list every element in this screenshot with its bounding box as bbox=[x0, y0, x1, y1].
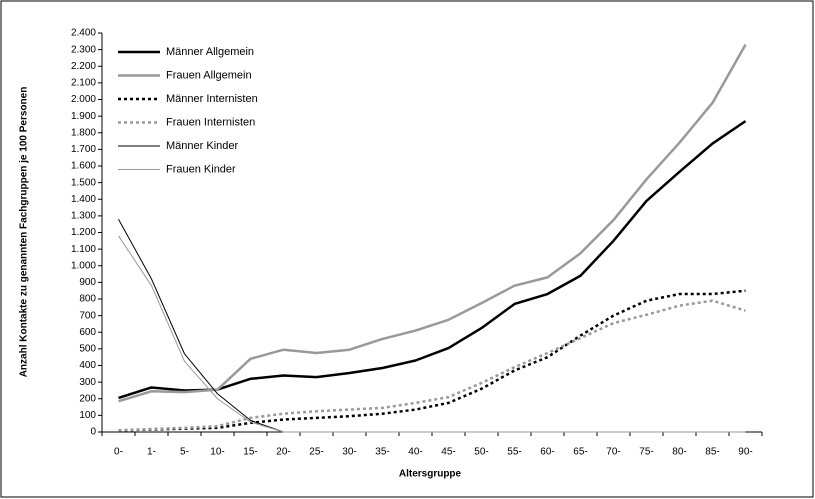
y-tick-label: 1.000 bbox=[71, 260, 96, 271]
x-tick-label: 35- bbox=[375, 447, 389, 458]
y-tick-label: 2.000 bbox=[71, 94, 96, 105]
y-tick-label: 2.300 bbox=[71, 44, 96, 55]
y-tick-label: 1.600 bbox=[71, 161, 96, 172]
x-tick-label: 15- bbox=[243, 447, 257, 458]
x-tick-label: 55- bbox=[507, 447, 521, 458]
legend-label: Männer Internisten bbox=[166, 93, 258, 105]
x-tick-label: 45- bbox=[441, 447, 455, 458]
y-tick-label: 100 bbox=[79, 410, 96, 421]
x-tick-label: 1- bbox=[147, 447, 156, 458]
x-tick-label: 60- bbox=[540, 447, 554, 458]
x-tick-label: 40- bbox=[408, 447, 422, 458]
y-tick-label: 2.400 bbox=[71, 28, 96, 39]
y-tick-label: 1.200 bbox=[71, 227, 96, 238]
y-tick-label: 400 bbox=[79, 360, 96, 371]
y-axis-title: Anzahl Kontakte zu genannten Fachgruppen… bbox=[19, 87, 30, 378]
y-tick-label: 1.700 bbox=[71, 144, 96, 155]
series-line bbox=[118, 44, 747, 403]
x-tick-label: 65- bbox=[573, 447, 587, 458]
legend-label: Männer Allgemein bbox=[166, 46, 254, 58]
x-tick-label: 80- bbox=[672, 447, 686, 458]
x-tick-label: 25- bbox=[309, 447, 323, 458]
series-line bbox=[118, 235, 746, 433]
x-tick-label: 90- bbox=[738, 447, 752, 458]
y-tick-label: 1.100 bbox=[71, 244, 96, 255]
x-tick-label: 75- bbox=[639, 447, 653, 458]
x-tick-label: 30- bbox=[342, 447, 356, 458]
y-tick-label: 2.200 bbox=[71, 61, 96, 72]
x-tick-label: 10- bbox=[210, 447, 224, 458]
y-tick-label: 800 bbox=[79, 294, 96, 305]
y-tick-label: 200 bbox=[79, 393, 96, 404]
y-tick-label: 600 bbox=[79, 327, 96, 338]
y-tick-label: 300 bbox=[79, 377, 96, 388]
legend-label: Frauen Allgemein bbox=[166, 69, 252, 81]
series-line bbox=[118, 299, 746, 432]
series-line bbox=[118, 289, 746, 432]
x-tick-label: 0- bbox=[114, 447, 123, 458]
y-tick-label: 900 bbox=[79, 277, 96, 288]
legend-label: Frauen Kinder bbox=[166, 163, 236, 175]
y-tick-label: 700 bbox=[79, 310, 96, 321]
x-tick-label: 5- bbox=[180, 447, 189, 458]
x-axis-title: Altersgruppe bbox=[399, 469, 462, 480]
x-tick-label: 20- bbox=[276, 447, 290, 458]
x-tick-label: 50- bbox=[474, 447, 488, 458]
y-tick-label: 0 bbox=[90, 427, 96, 438]
legend-label: Frauen Internisten bbox=[166, 116, 255, 128]
y-tick-label: 500 bbox=[79, 344, 96, 355]
y-tick-label: 1.900 bbox=[71, 111, 96, 122]
y-tick-label: 1.500 bbox=[71, 177, 96, 188]
x-tick-label: 85- bbox=[705, 447, 719, 458]
y-tick-label: 1.300 bbox=[71, 211, 96, 222]
y-tick-label: 2.100 bbox=[71, 78, 96, 89]
legend-label: Männer Kinder bbox=[166, 140, 238, 152]
y-tick-label: 1.400 bbox=[71, 194, 96, 205]
y-tick-label: 1.800 bbox=[71, 127, 96, 138]
series-line bbox=[118, 120, 747, 400]
x-tick-label: 70- bbox=[606, 447, 620, 458]
